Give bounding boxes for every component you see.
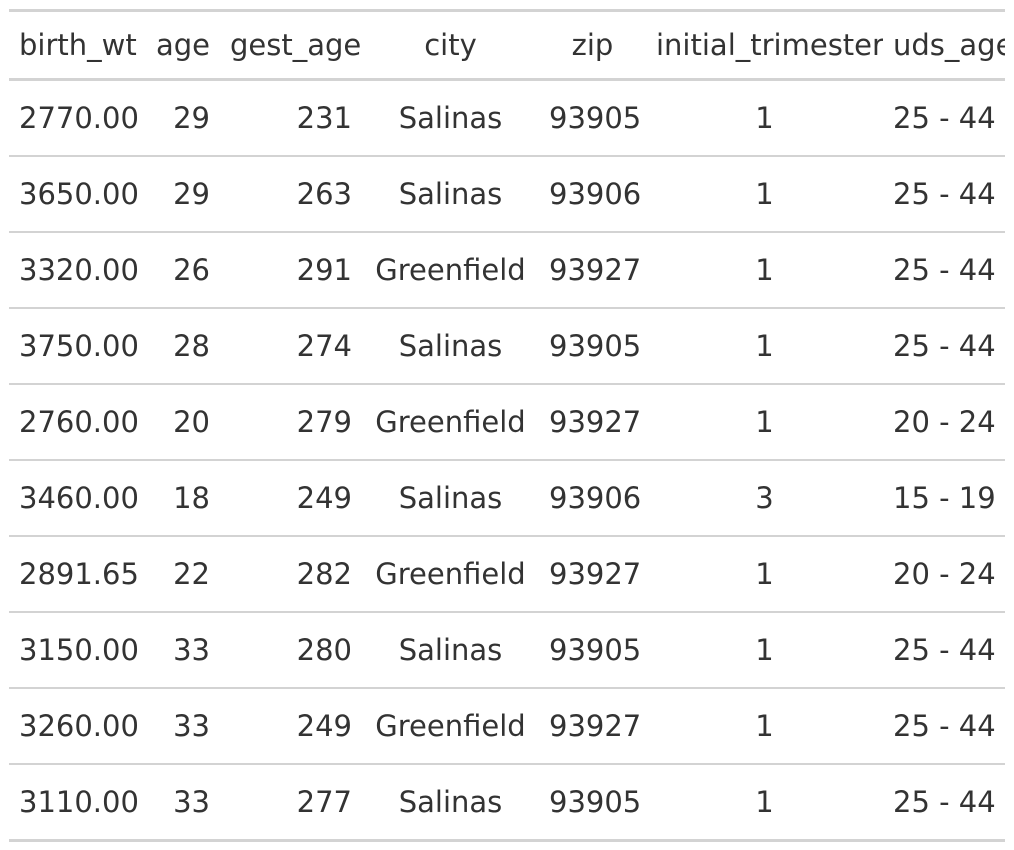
age-cell: 33 [146, 763, 220, 841]
zip-cell: 93905 [539, 307, 646, 384]
birth-wt-cell: 3150.00 [9, 611, 146, 688]
column-header-birth-wt[interactable]: birth_wt [9, 10, 146, 81]
initial-trimester-cell: 1 [646, 155, 883, 232]
initial-trimester-cell: 1 [646, 383, 883, 460]
uds-age-cell: 25 - 44 [883, 155, 1005, 232]
column-header-zip[interactable]: zip [539, 10, 646, 81]
table-row: 2770.00 29 231 Salinas 93905 1 25 - 44 [9, 80, 1005, 157]
age-cell: 29 [173, 101, 210, 135]
gest-age-cell: 280 [220, 611, 362, 688]
column-header-gest-age[interactable]: gest_age [220, 10, 362, 81]
uds-age-cell: 20 - 24 [883, 535, 1005, 612]
data-table: birth_wt age gest_age city zip initial_t… [9, 9, 1005, 842]
table-row: 3320.00 26 291 Greenfield 93927 1 25 - 44 [9, 231, 1005, 308]
birth-wt-cell: 3260.00 [9, 687, 146, 764]
age-cell: 22 [146, 535, 220, 612]
gest-age-cell: 282 [220, 535, 362, 612]
city-cell: Salinas [362, 611, 539, 688]
uds-age-cell: 25 - 44 [893, 101, 996, 135]
age-cell: 33 [146, 611, 220, 688]
city-cell: Greenfield [362, 535, 539, 612]
column-header-city[interactable]: city [362, 10, 539, 81]
initial-trimester-cell: 1 [646, 535, 883, 612]
zip-cell: 93905 [539, 611, 646, 688]
city-cell: Salinas [362, 459, 539, 536]
age-cell: 28 [146, 307, 220, 384]
gest-age-cell: 279 [220, 383, 362, 460]
initial-trimester-cell: 1 [646, 231, 883, 308]
age-cell: 33 [146, 687, 220, 764]
initial-trimester-cell: 3 [646, 459, 883, 536]
gest-age-cell: 291 [220, 231, 362, 308]
table-row: 2891.65 22 282 Greenfield 93927 1 20 - 24 [9, 535, 1005, 612]
city-cell: Salinas [362, 307, 539, 384]
gest-age-cell: 249 [220, 459, 362, 536]
zip-cell: 93905 [539, 763, 646, 841]
table-row: 3110.00 33 277 Salinas 93905 1 25 - 44 [9, 763, 1005, 841]
zip-cell: 93927 [539, 383, 646, 460]
birth-wt-cell: 3320.00 [9, 231, 146, 308]
initial-trimester-cell: 1 [646, 687, 883, 764]
initial-trimester-cell: 1 [646, 763, 883, 841]
birth-wt-cell: 3110.00 [9, 763, 146, 841]
uds-age-cell: 25 - 44 [883, 763, 1005, 841]
data-table-container: birth_wt age gest_age city zip initial_t… [9, 9, 1005, 842]
table-row: 3650.00 29 263 Salinas 93906 1 25 - 44 [9, 155, 1005, 232]
table-row: 3750.00 28 274 Salinas 93905 1 25 - 44 [9, 307, 1005, 384]
city-cell: Greenfield [362, 383, 539, 460]
zip-cell: 93906 [539, 459, 646, 536]
city-cell: Greenfield [362, 231, 539, 308]
table-row: 3150.00 33 280 Salinas 93905 1 25 - 44 [9, 611, 1005, 688]
table-body: 2770.00 29 231 Salinas 93905 1 25 - 44 3650.00 2… [9, 80, 1005, 841]
uds-age-cell: 25 - 44 [883, 231, 1005, 308]
city-cell: Salinas [398, 101, 503, 135]
zip-cell: 93927 [539, 535, 646, 612]
birth-wt-cell: 2760.00 [9, 383, 146, 460]
zip-cell: 93906 [539, 155, 646, 232]
city-cell: Greenfield [362, 687, 539, 764]
gest-age-cell: 274 [220, 307, 362, 384]
initial-trimester-cell: 1 [646, 611, 883, 688]
zip-cell: 93927 [539, 687, 646, 764]
uds-age-cell: 15 - 19 [883, 459, 1005, 536]
birth-wt-cell: 2770.00 [19, 101, 139, 135]
city-cell: Salinas [362, 763, 539, 841]
initial-trimester-cell: 1 [755, 101, 774, 135]
age-cell: 26 [146, 231, 220, 308]
birth-wt-cell: 3460.00 [9, 459, 146, 536]
city-cell: Salinas [362, 155, 539, 232]
zip-cell: 93927 [539, 231, 646, 308]
table-row: 2760.00 20 279 Greenfield 93927 1 20 - 24 [9, 383, 1005, 460]
uds-age-cell: 25 - 44 [883, 687, 1005, 764]
uds-age-cell: 25 - 44 [883, 611, 1005, 688]
age-cell: 18 [146, 459, 220, 536]
gest-age-cell: 231 [296, 101, 352, 135]
age-cell: 20 [146, 383, 220, 460]
gest-age-cell: 277 [220, 763, 362, 841]
column-header-age[interactable]: age [146, 10, 220, 81]
zip-cell: 93905 [549, 101, 642, 135]
birth-wt-cell: 3650.00 [9, 155, 146, 232]
table-row: 3260.00 33 249 Greenfield 93927 1 25 - 44 [9, 687, 1005, 764]
uds-age-cell: 25 - 44 [883, 307, 1005, 384]
gest-age-cell: 263 [220, 155, 362, 232]
gest-age-cell: 249 [220, 687, 362, 764]
initial-trimester-cell: 1 [646, 307, 883, 384]
column-header-initial-trimester[interactable]: initial_trimester [646, 10, 883, 81]
header-row: birth_wt age gest_age city zip initial_t… [9, 10, 1005, 81]
birth-wt-cell: 2891.65 [9, 535, 146, 612]
table-header: birth_wt age gest_age city zip initial_t… [9, 10, 1005, 81]
age-cell: 29 [146, 155, 220, 232]
birth-wt-cell: 3750.00 [9, 307, 146, 384]
column-header-uds-age[interactable]: uds_age [883, 10, 1005, 81]
uds-age-cell: 20 - 24 [883, 383, 1005, 460]
table-row: 3460.00 18 249 Salinas 93906 3 15 - 19 [9, 459, 1005, 536]
